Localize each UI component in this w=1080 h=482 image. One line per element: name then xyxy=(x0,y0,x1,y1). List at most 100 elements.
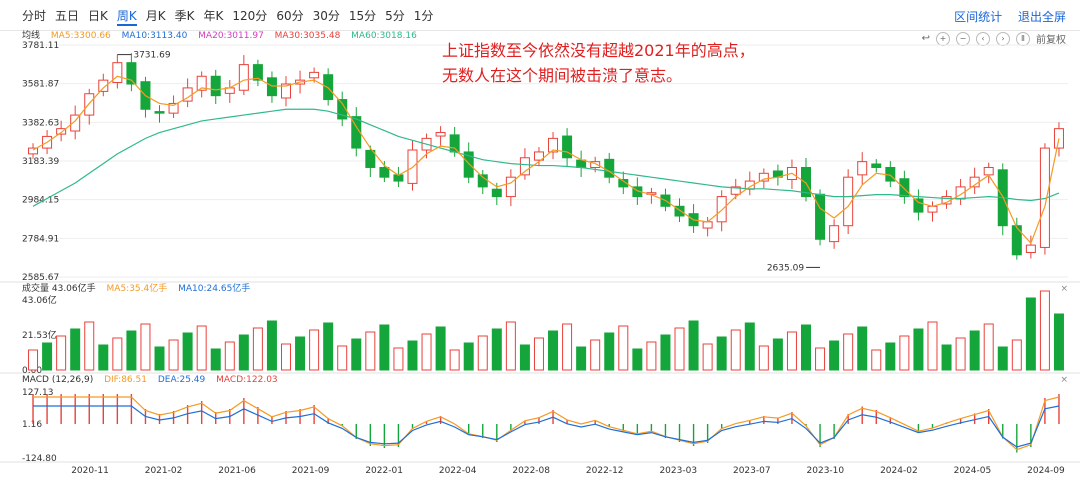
candle-body xyxy=(576,159,587,168)
candle-body xyxy=(674,205,685,217)
volume-bar xyxy=(548,330,559,371)
tab-8[interactable]: 60分 xyxy=(276,9,304,23)
volume-bar xyxy=(449,349,460,371)
candle-body xyxy=(252,64,263,81)
price-tick-label: 3183.39 xyxy=(22,157,59,167)
candle-body xyxy=(196,75,207,91)
range-stats-link[interactable]: 区间统计 xyxy=(954,10,1003,24)
volume-bar xyxy=(42,342,53,371)
volume-bar xyxy=(295,336,306,371)
candle-body xyxy=(309,71,320,79)
exit-fullscreen-link[interactable]: 退出全屏 xyxy=(1017,10,1066,24)
volume-bar xyxy=(885,342,896,371)
volume-bar xyxy=(1025,297,1036,371)
tab-1[interactable]: 五日 xyxy=(55,9,80,23)
volume-bar xyxy=(309,329,320,371)
volume-bar xyxy=(843,333,854,371)
time-axis: 2020-11 2021-02 2021-06 2021-09 2022-01 2022-… xyxy=(71,466,1065,476)
candle-body xyxy=(238,64,249,91)
volume-bar xyxy=(941,344,952,371)
volume-bar xyxy=(955,337,966,371)
volume-bar xyxy=(801,324,811,371)
ma60-value: MA60:3018.16 xyxy=(351,31,417,41)
time-tick-label: 2021-06 xyxy=(218,466,256,476)
low-label: 2635.09 xyxy=(767,263,804,273)
candle-body xyxy=(1011,225,1022,256)
volume-bar xyxy=(913,328,924,371)
candle-body xyxy=(210,75,221,97)
candle-body xyxy=(491,188,502,198)
candle-body xyxy=(716,196,727,223)
tab-7[interactable]: 120分 xyxy=(232,9,268,23)
candle-body xyxy=(84,93,95,116)
time-tick-label: 2024-09 xyxy=(1027,466,1065,476)
volume-bar xyxy=(533,337,544,371)
volume-bar xyxy=(702,343,713,371)
macd-tick-label: -124.80 xyxy=(22,454,57,464)
candle-body xyxy=(590,161,601,168)
tab-0[interactable]: 分时 xyxy=(22,9,47,23)
tab-12[interactable]: 1分 xyxy=(413,9,434,23)
candle-body xyxy=(28,147,39,155)
ma-label: 均线 xyxy=(22,31,41,41)
volume-bar xyxy=(351,338,362,371)
macd-dea: DEA:25.49 xyxy=(157,375,206,385)
moving-average-lines xyxy=(32,75,1060,245)
extreme-markers: 3731.69 2635.09 xyxy=(117,51,821,273)
tab-3[interactable]: 周K xyxy=(116,8,137,26)
candle-body xyxy=(70,114,81,132)
annotation-line-2: 无数人在这个期间被击溃了意志。 xyxy=(442,66,683,85)
macd-close-icon[interactable]: × xyxy=(1060,375,1068,385)
candle-body xyxy=(266,77,277,97)
adjust-mode-button[interactable]: 前复权 xyxy=(1036,35,1066,46)
candle-body xyxy=(154,111,165,114)
tab-9[interactable]: 30分 xyxy=(312,9,340,23)
tab-11[interactable]: 5分 xyxy=(385,9,405,23)
volume-bar xyxy=(140,323,151,371)
volume-bar xyxy=(56,335,67,371)
candle-body xyxy=(168,102,179,114)
tab-5[interactable]: 季K xyxy=(174,9,195,23)
tab-4[interactable]: 月K xyxy=(145,9,166,23)
candle-body xyxy=(815,193,826,240)
volume-bar xyxy=(323,322,334,371)
candle-body xyxy=(351,116,362,149)
undo-icon[interactable]: ↩ xyxy=(921,33,930,44)
volume-bar xyxy=(393,347,404,371)
volume-bar xyxy=(618,325,629,371)
candle-body xyxy=(548,137,559,153)
volume-tick-label: 0.00 xyxy=(22,366,42,376)
volume-bar xyxy=(716,336,727,371)
candle-body xyxy=(730,186,741,195)
candle-body xyxy=(899,178,910,198)
volume-bar xyxy=(182,332,193,371)
time-tick-label: 2022-12 xyxy=(586,466,624,476)
high-label: 3731.69 xyxy=(133,51,170,61)
volume-tick-label: 43.06亿 xyxy=(22,294,57,306)
time-tick-label: 2022-04 xyxy=(439,466,477,476)
price-tick-label: 2984.15 xyxy=(22,196,59,206)
candle-body xyxy=(379,166,390,178)
volume-bar xyxy=(871,349,882,371)
tab-2[interactable]: 日K xyxy=(88,9,108,23)
volume-ma5: MA5:35.4亿手 xyxy=(106,284,168,294)
macd-lines xyxy=(33,396,1060,451)
volume-bar xyxy=(660,334,671,371)
volume-bar xyxy=(477,335,488,371)
volume-bar xyxy=(632,348,643,371)
volume-bar xyxy=(786,331,797,371)
tab-10[interactable]: 15分 xyxy=(348,9,377,23)
volume-bar xyxy=(337,345,348,371)
price-tick-label: 2585.67 xyxy=(22,273,59,283)
annotation-text: 上证指数至今依然没有超越2021年的高点， 无数人在这个期间被击溃了意志。 xyxy=(442,38,755,88)
price-tick-label: 3382.63 xyxy=(22,118,59,128)
candle-body xyxy=(801,166,811,198)
volume-bar xyxy=(744,322,755,371)
volume-ma10: MA10:24.65亿手 xyxy=(178,284,251,294)
tab-6[interactable]: 年K xyxy=(203,9,224,23)
volume-bar xyxy=(196,325,207,371)
candle-body xyxy=(112,62,123,83)
volume-close-icon[interactable]: × xyxy=(1060,284,1068,294)
volume-bar xyxy=(562,323,573,371)
